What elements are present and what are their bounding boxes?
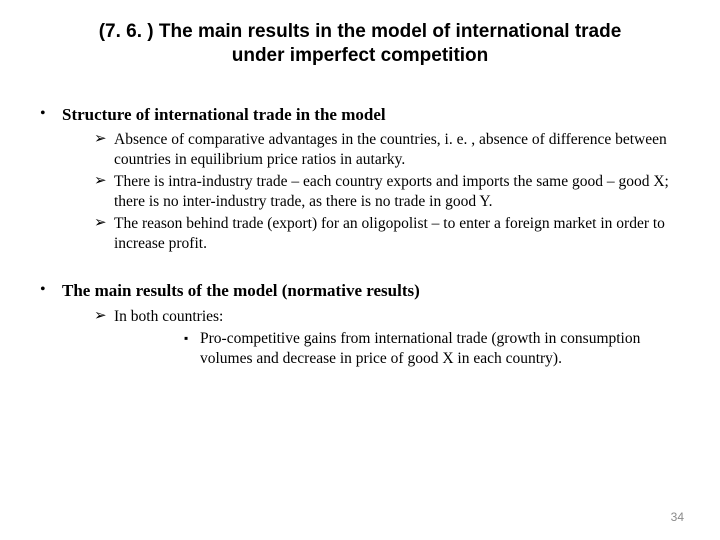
arrow-icon: ➢: [94, 172, 114, 192]
list-item-text: The reason behind trade (export) for an …: [114, 214, 680, 254]
list-item: ➢ Absence of comparative advantages in t…: [94, 130, 680, 170]
square-icon: ▪: [184, 329, 200, 347]
section-1-heading: Structure of international trade in the …: [62, 104, 386, 126]
section-2-list: ➢ In both countries:: [94, 307, 680, 327]
slide-title: (7. 6. ) The main results in the model o…: [70, 20, 650, 68]
bullet-icon: •: [40, 104, 62, 125]
list-item-text: There is intra-industry trade – each cou…: [114, 172, 680, 212]
arrow-icon: ➢: [94, 214, 114, 234]
list-item-text: Absence of comparative advantages in the…: [114, 130, 680, 170]
sublist-item-text: Pro-competitive gains from international…: [200, 329, 680, 369]
arrow-icon: ➢: [94, 307, 114, 327]
section-1-heading-row: • Structure of international trade in th…: [40, 104, 680, 126]
list-item: ➢ In both countries:: [94, 307, 680, 327]
list-item: ➢ The reason behind trade (export) for a…: [94, 214, 680, 254]
section-2-heading: The main results of the model (normative…: [62, 280, 420, 302]
page-number: 34: [671, 510, 684, 524]
arrow-icon: ➢: [94, 130, 114, 150]
bullet-icon: •: [40, 280, 62, 301]
list-item: ➢ There is intra-industry trade – each c…: [94, 172, 680, 212]
section-1-list: ➢ Absence of comparative advantages in t…: [94, 130, 680, 255]
sublist-item: ▪ Pro-competitive gains from internation…: [184, 329, 680, 369]
section-2-sublist: ▪ Pro-competitive gains from internation…: [184, 329, 680, 369]
list-item-text: In both countries:: [114, 307, 223, 327]
section-2-heading-row: • The main results of the model (normati…: [40, 280, 680, 302]
slide: (7. 6. ) The main results in the model o…: [0, 0, 720, 540]
